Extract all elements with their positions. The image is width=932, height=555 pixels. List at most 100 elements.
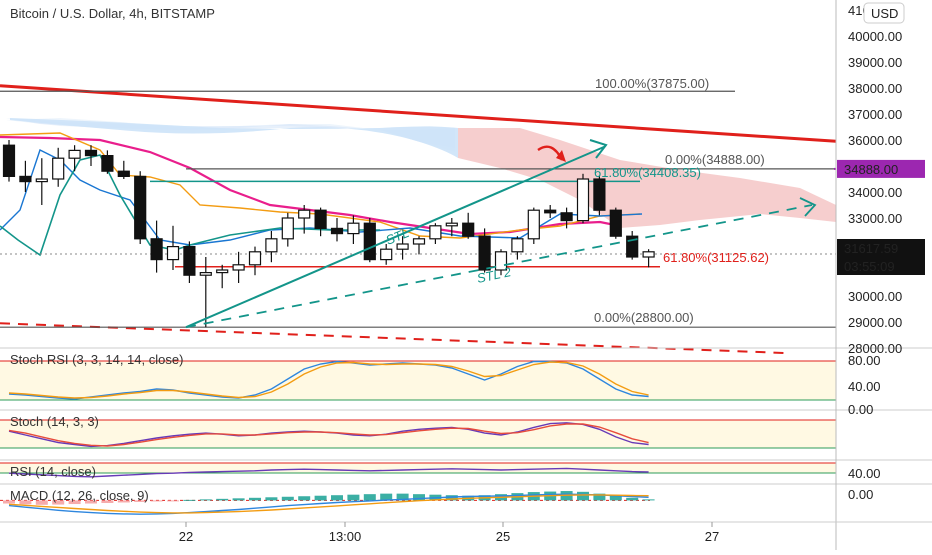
candle[interactable]	[101, 155, 114, 172]
candle[interactable]	[330, 227, 344, 235]
macd-bar	[183, 499, 196, 501]
macd-bar	[199, 499, 212, 501]
candle[interactable]	[576, 178, 590, 222]
candle[interactable]	[35, 178, 48, 183]
band	[0, 361, 836, 400]
indicator-line	[8, 361, 649, 399]
price-tag-marker-bg	[837, 159, 925, 178]
candle[interactable]	[380, 248, 393, 261]
candle[interactable]	[478, 235, 491, 271]
countdown-tag: 03:55:09	[837, 257, 925, 275]
trend-line-red	[0, 84, 837, 143]
candle[interactable]	[265, 238, 278, 253]
candle[interactable]	[199, 272, 212, 276]
candle[interactable]	[445, 222, 458, 227]
candle[interactable]	[314, 209, 327, 229]
price-tag-marker: 34888.00	[837, 159, 925, 178]
candle[interactable]	[248, 251, 262, 266]
stoch-pane[interactable]: Stoch (14, 3, 3)	[0, 409, 932, 449]
price-axis[interactable]: 28000.0029000.0030000.0031000.0032000.00…	[835, 0, 925, 550]
trend-arrow-green	[185, 145, 606, 329]
indicator-line	[8, 494, 649, 514]
candle[interactable]	[117, 170, 130, 177]
price-tag-last-text: 31617.59	[844, 241, 898, 256]
trend-line-red-dashed	[0, 322, 791, 355]
candle[interactable]	[626, 235, 639, 258]
candle[interactable]	[68, 149, 81, 159]
candle[interactable]	[52, 157, 65, 180]
price-tag-last: 31617.59	[837, 239, 925, 257]
candle[interactable]	[166, 246, 180, 261]
candle[interactable]	[511, 238, 524, 253]
candle[interactable]	[462, 222, 475, 237]
x-tick-label: 13:00	[329, 529, 362, 544]
macd-bar	[52, 500, 65, 505]
macd-bar	[314, 495, 327, 501]
indicator-line	[8, 467, 649, 478]
candle[interactable]	[298, 209, 311, 219]
fib-label: 0.00%(28800.00)	[594, 310, 694, 325]
indicator-title: Stoch RSI (3, 3, 14, 14, close)	[10, 352, 183, 367]
x-tick-label: 27	[705, 529, 719, 544]
macd-bar	[117, 500, 130, 503]
candle[interactable]	[527, 209, 540, 240]
indicator-y-tick: 80.00	[848, 353, 881, 368]
macd-bar	[101, 500, 114, 503]
arrow-head-green	[589, 139, 608, 159]
fib-label: 61.80%(34408.35)	[594, 165, 701, 180]
stl2-label: STL 2	[476, 264, 514, 286]
macd-bar	[331, 495, 343, 501]
currency-button-bg[interactable]	[863, 2, 905, 24]
indicator-y-tick: 0.00	[848, 402, 873, 417]
indicator-y-tick: 40.00	[848, 466, 881, 481]
macd-bar	[609, 495, 622, 501]
candle[interactable]	[494, 251, 508, 271]
candle[interactable]	[347, 222, 360, 235]
candle[interactable]	[429, 225, 442, 240]
y-tick-label: 29000.00	[848, 315, 902, 330]
indicator-y-tick: 40.00	[848, 379, 881, 394]
macd-bar	[281, 496, 294, 501]
candle[interactable]	[232, 264, 245, 271]
macd-bar	[85, 500, 97, 504]
macd-bar	[134, 500, 147, 502]
candle[interactable]	[560, 212, 573, 222]
y-tick-label: 37000.00	[848, 107, 902, 122]
rsi-pane[interactable]: RSI (14, close)	[0, 459, 932, 479]
band	[0, 463, 836, 473]
candle[interactable]	[216, 269, 229, 274]
macd-bar	[249, 497, 261, 501]
indicator-title: Stoch (14, 3, 3)	[10, 414, 99, 429]
candle[interactable]	[412, 238, 426, 245]
candle[interactable]	[84, 149, 98, 157]
macd-bar	[298, 496, 311, 501]
cloud-red	[458, 128, 836, 228]
time-axis[interactable]: 22 13:00 25 27	[0, 521, 932, 544]
stoch-rsi-pane[interactable]: Stoch RSI (3, 3, 14, 14, close)	[0, 347, 932, 401]
indicator-line	[8, 493, 649, 515]
candle[interactable]	[642, 251, 655, 258]
band	[0, 420, 836, 448]
indicator-y-tick: 0.00	[848, 487, 873, 502]
candle[interactable]	[544, 209, 557, 214]
x-tick-label: 22	[179, 529, 193, 544]
candle[interactable]	[593, 178, 606, 211]
macd-pane[interactable]: MACD (12, 26, close, 9)	[0, 483, 932, 515]
candle[interactable]	[281, 217, 294, 240]
trend-arrow-green-dashed	[185, 204, 813, 329]
indicator-title: RSI (14, close)	[10, 464, 96, 479]
candle[interactable]	[19, 175, 32, 183]
candle[interactable]	[134, 175, 147, 240]
countdown-tag-bg	[837, 257, 925, 275]
candle[interactable]	[2, 144, 16, 177]
candle[interactable]	[396, 243, 409, 250]
candle[interactable]	[609, 209, 622, 237]
candle[interactable]	[183, 246, 196, 276]
currency-button[interactable]: USD	[863, 2, 905, 24]
candle[interactable]	[150, 238, 163, 261]
y-tick-label: 34000.00	[848, 185, 902, 200]
macd-bar	[216, 498, 229, 501]
candle[interactable]	[363, 222, 376, 261]
